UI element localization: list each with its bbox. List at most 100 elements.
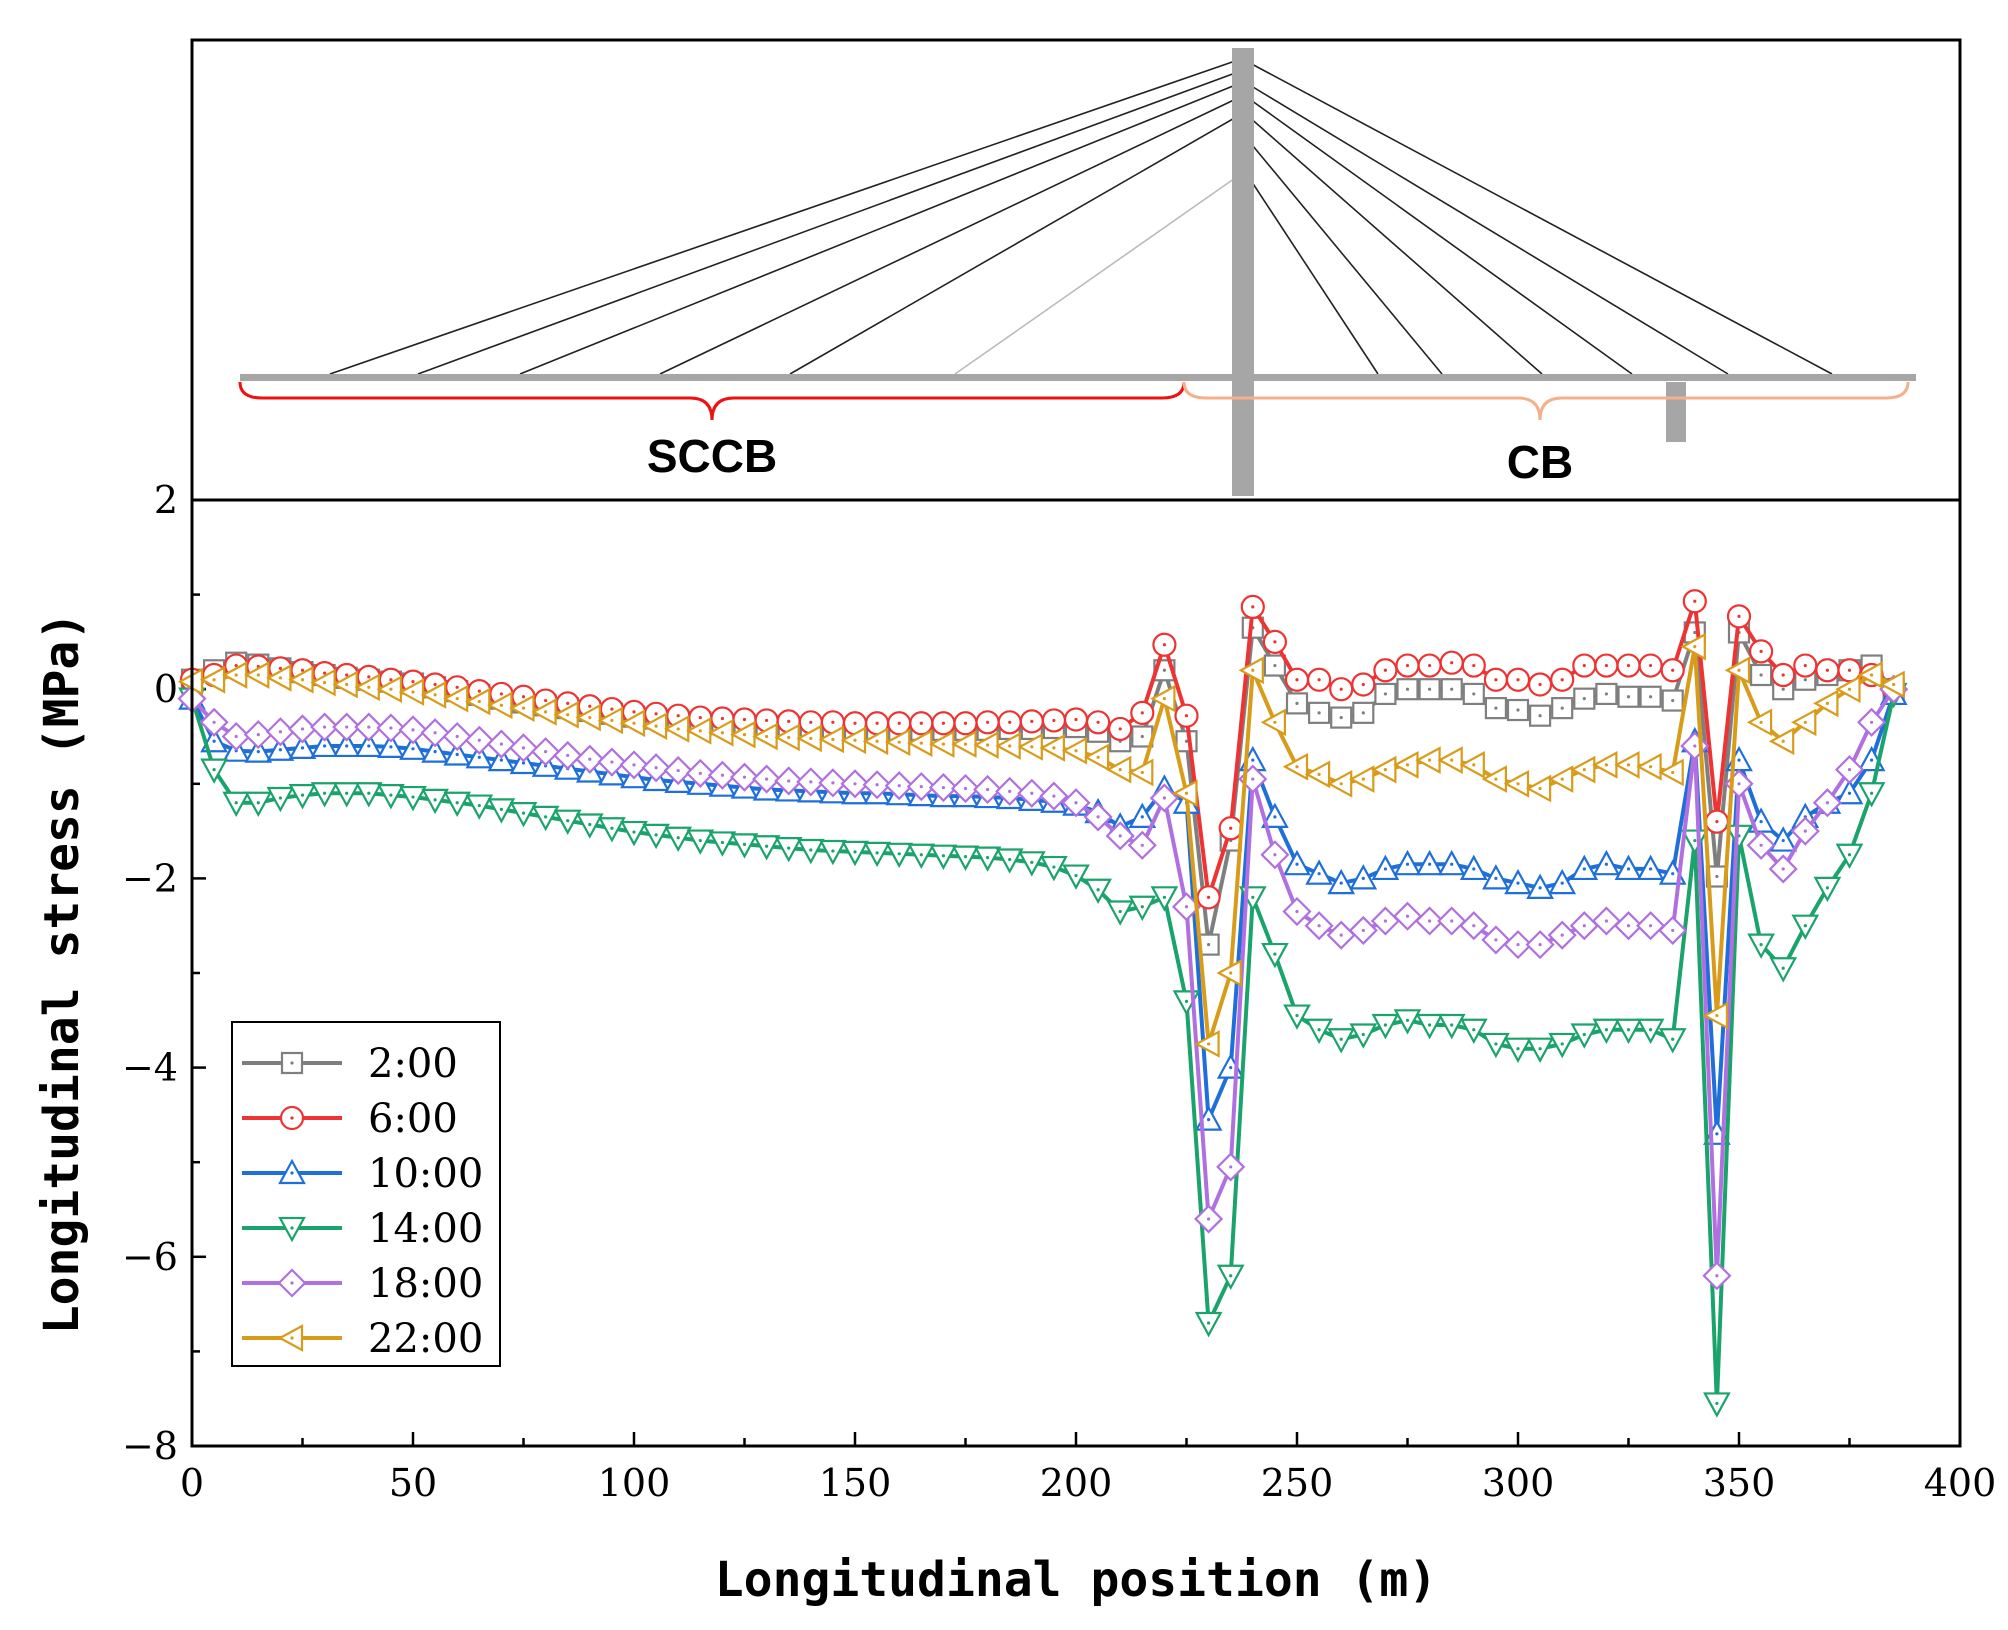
data-point-dot	[787, 719, 791, 723]
data-point-dot	[1516, 943, 1520, 947]
data-point-dot	[654, 712, 658, 716]
data-point-dot	[831, 720, 835, 724]
series-2	[179, 589, 1906, 910]
data-point-dot	[234, 663, 238, 668]
data-point-dot	[499, 742, 503, 746]
cable-left-5	[789, 115, 1239, 375]
data-point-dot	[234, 734, 238, 739]
data-point-dot	[831, 737, 835, 741]
data-point-dot	[1383, 668, 1387, 672]
data-point-dot	[278, 730, 282, 734]
data-point-dot	[676, 714, 680, 718]
legend-box	[231, 1021, 501, 1367]
data-point-dot	[610, 707, 614, 711]
x-tick-label: 300	[1482, 1461, 1555, 1505]
data-point-dot	[963, 742, 968, 746]
data-point-dot	[1295, 701, 1299, 705]
data-point-dot	[477, 803, 481, 808]
legend-marker-dot	[290, 1061, 294, 1065]
data-point-dot	[941, 742, 946, 746]
data-point-dot	[389, 687, 393, 691]
data-point-dot	[1626, 763, 1631, 767]
data-point-dot	[1251, 605, 1255, 609]
data-point-dot	[1604, 919, 1608, 923]
data-point-dot	[1450, 687, 1454, 691]
data-point-dot	[831, 781, 835, 785]
data-point-dot	[1207, 1217, 1211, 1221]
data-point-dot	[1825, 668, 1829, 672]
data-point-dot	[1693, 744, 1697, 748]
series-4	[178, 682, 1908, 1418]
data-point-dot	[1494, 777, 1498, 781]
data-point-dot	[566, 701, 570, 705]
data-point-dot	[610, 826, 614, 830]
data-point-dot	[345, 673, 349, 677]
data-point-dot	[1604, 1028, 1608, 1032]
data-point-dot	[1671, 770, 1675, 775]
data-point-dot	[1671, 698, 1675, 703]
data-point-dot	[1361, 876, 1365, 881]
data-point-dot	[1737, 758, 1741, 762]
legend-entry: 14:00	[242, 1206, 483, 1252]
data-point-dot	[1450, 758, 1454, 762]
data-point-dot	[1582, 768, 1586, 772]
data-point-dot	[1295, 678, 1299, 682]
y-tick-label: −8	[122, 1424, 178, 1468]
data-point-dot	[1074, 801, 1078, 805]
data-point-dot	[1626, 1028, 1631, 1032]
data-point-dot	[1317, 1028, 1321, 1032]
data-point-dot	[499, 692, 503, 696]
data-point-dot	[1781, 838, 1785, 843]
data-point-dot	[1715, 1274, 1719, 1278]
data-point-dot	[234, 801, 238, 805]
data-point-dot	[389, 793, 393, 797]
cb-brace	[1182, 381, 1910, 421]
data-point-dot	[1472, 1028, 1476, 1032]
bridge-deck	[240, 374, 1916, 381]
data-point-dot	[1074, 717, 1078, 722]
data-point-dot	[1649, 924, 1653, 928]
data-point-dot	[853, 850, 857, 854]
data-point-dot	[1604, 862, 1608, 866]
data-point-dot	[1361, 928, 1365, 933]
data-point-dot	[1162, 697, 1166, 701]
series-5	[177, 674, 1909, 1291]
data-point-dot	[1317, 772, 1321, 776]
data-point-dot	[1671, 928, 1675, 933]
data-point-dot	[1847, 853, 1852, 857]
data-point-dot	[1538, 1047, 1542, 1051]
data-point-dot	[521, 761, 526, 765]
data-point-dot	[1538, 714, 1542, 718]
data-point-dot	[1626, 867, 1631, 871]
data-point-dot	[234, 673, 238, 677]
data-point-dot	[1450, 1023, 1454, 1027]
data-point-dot	[1162, 668, 1166, 672]
data-point-dot	[1405, 1018, 1410, 1022]
data-point-dot	[1825, 801, 1829, 805]
data-point-dot	[698, 838, 702, 843]
data-point-dot	[477, 755, 481, 759]
data-point-dot	[1737, 668, 1741, 672]
data-point-dot	[1759, 843, 1763, 847]
data-point-dot	[1118, 727, 1122, 731]
legend-marker-dot	[290, 1281, 294, 1285]
data-point-dot	[1870, 758, 1874, 762]
data-point-dot	[1096, 720, 1100, 724]
data-point-dot	[963, 721, 968, 725]
data-point-dot	[1383, 867, 1387, 871]
data-point-dot	[875, 721, 879, 725]
data-point-dot	[1870, 720, 1874, 724]
data-point-dot	[1405, 763, 1410, 767]
data-point-dot	[1847, 791, 1852, 795]
data-point-dot	[1030, 791, 1034, 795]
data-point-dot	[1803, 663, 1807, 668]
data-point-dot	[1781, 739, 1785, 743]
data-point-dot	[1759, 673, 1763, 677]
data-point-dot	[256, 801, 260, 805]
legend-label: 2:00	[368, 1041, 458, 1087]
data-point-dot	[1781, 867, 1785, 871]
data-point-dot	[1251, 668, 1255, 672]
legend-entry: 18:00	[242, 1261, 483, 1307]
data-point-dot	[1494, 876, 1498, 881]
